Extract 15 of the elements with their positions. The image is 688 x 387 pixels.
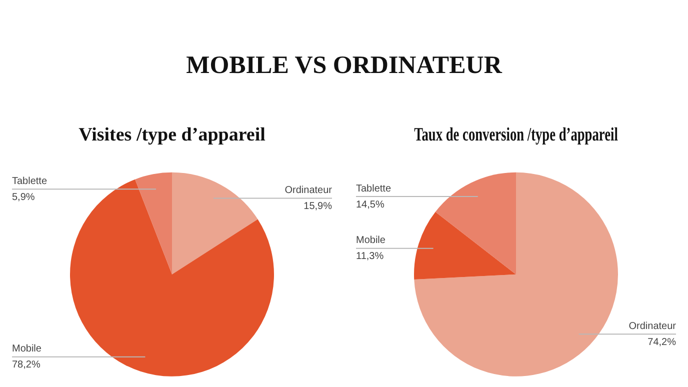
data-label: 11,3% [356,251,384,262]
data-label: 14,5% [356,199,384,210]
text: MOBILE VS ORDINATEUR [186,52,502,79]
slice-label: Tablette [356,183,392,194]
chart-title: Visites /type d’appareil [78,124,266,146]
data-label: 15,9% [304,201,332,212]
chart-title: Taux de conversion /type d’appareil [414,122,618,145]
slice-label: Tablette [12,176,48,187]
slice-label: Mobile [356,235,386,246]
slice-label: Mobile [12,344,42,355]
data-label: 5,9% [12,192,35,203]
data-label: 74,2% [648,336,676,348]
data-label: 78,2% [12,360,40,371]
slice-label: Ordinateur [284,185,333,196]
slice-label: Ordinateur [628,320,677,332]
